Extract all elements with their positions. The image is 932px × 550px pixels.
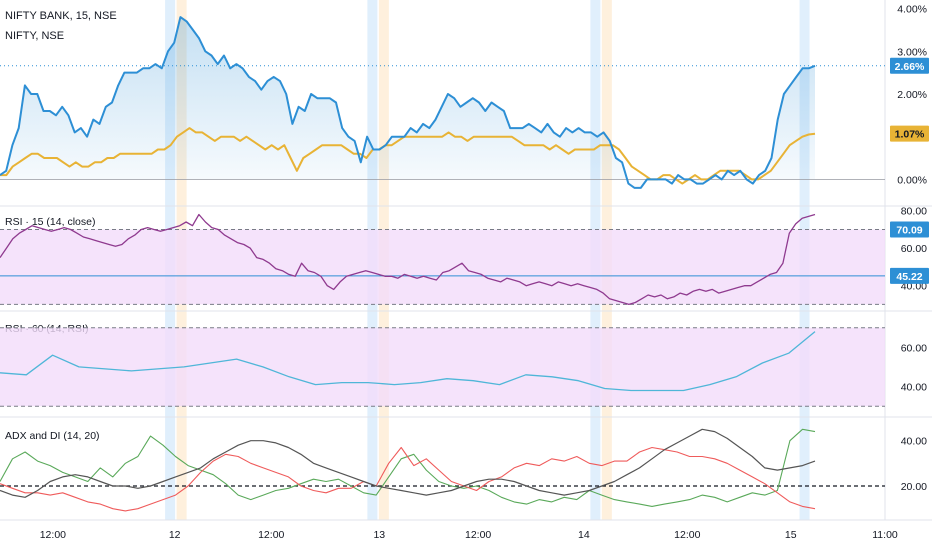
bank-last-badge-bg xyxy=(890,57,929,74)
time-tick-1: 12 xyxy=(169,529,181,541)
rsi15-last-badge: 70.09 xyxy=(896,224,922,236)
rsi15-title[interactable]: RSI · 15 (14, close) xyxy=(5,216,96,228)
price-tick-2: 2.00% xyxy=(897,89,927,101)
time-tick-0: 12:00 xyxy=(40,529,66,541)
time-tick-5: 14 xyxy=(578,529,590,541)
rsi15-tick-1: 60.00 xyxy=(901,243,927,255)
time-tick-7: 15 xyxy=(785,529,797,541)
time-tick-2: 12:00 xyxy=(258,529,284,541)
rsi15-series-line xyxy=(0,213,816,306)
nifty-last-badge-bg xyxy=(890,125,929,142)
rsi60-series-line xyxy=(0,331,816,392)
chart-symbol-title[interactable]: NIFTY BANK, 15, NSE xyxy=(5,10,117,22)
rsi15-tick-0: 80.00 xyxy=(901,206,927,218)
time-tick-6: 12:00 xyxy=(674,529,700,541)
time-tick-3: 13 xyxy=(373,529,385,541)
rsi60-tick-1: 40.00 xyxy=(901,382,927,394)
adx-tick-1: 20.00 xyxy=(901,481,927,493)
chart-compare-title[interactable]: NIFTY, NSE xyxy=(5,30,65,42)
di-plus-series-line xyxy=(0,428,816,507)
bank-area-fill xyxy=(0,17,815,188)
price-tick-0: 4.00% xyxy=(897,4,927,16)
adx-title[interactable]: ADX and DI (14, 20) xyxy=(5,430,100,442)
price-tick-4: 0.00% xyxy=(897,174,927,186)
adx-tick-0: 40.00 xyxy=(901,436,927,448)
price-tick-1: 3.00% xyxy=(897,46,927,58)
rsi15-band xyxy=(0,229,885,305)
time-tick-4: 12:00 xyxy=(465,529,491,541)
rsi15-level-badge-bg xyxy=(890,267,929,284)
rsi60-band xyxy=(0,327,885,407)
time-tick-8: 11:00 xyxy=(872,529,898,541)
rsi15-last-badge-bg xyxy=(890,221,929,238)
rsi60-tick-0: 60.00 xyxy=(901,342,927,354)
adx-series-line xyxy=(0,428,816,498)
rsi15-level-badge: 45.22 xyxy=(896,271,922,283)
bank-series-line xyxy=(0,16,816,189)
nifty-series-line xyxy=(0,127,816,185)
nifty-last-badge: 1.07% xyxy=(895,129,925,141)
di-minus-series-line xyxy=(0,446,816,512)
bank-last-badge: 2.66% xyxy=(895,61,925,73)
